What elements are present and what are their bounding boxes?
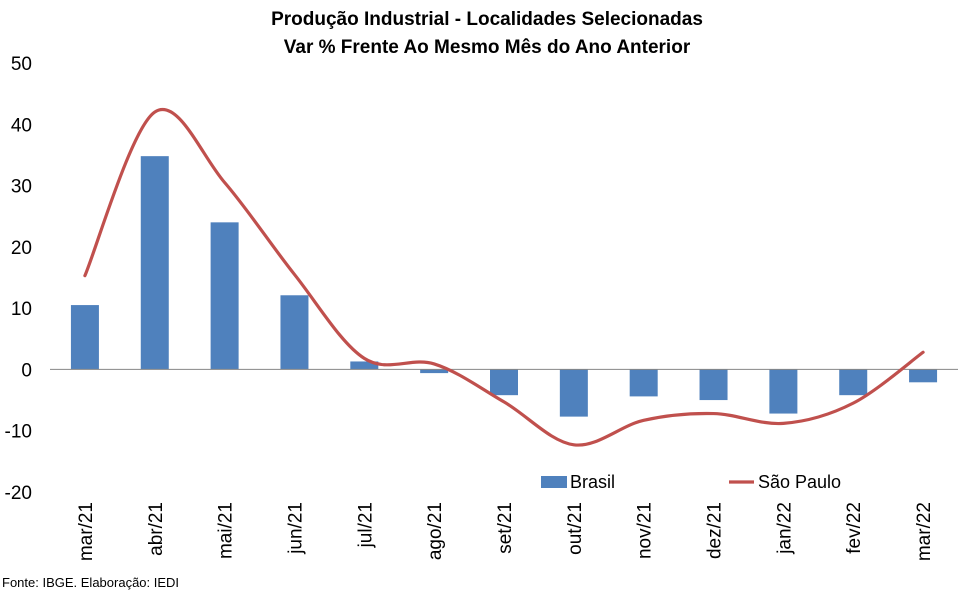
x-tick-label: dez/21 <box>705 502 726 559</box>
y-tick-label: 40 <box>11 115 32 136</box>
bar-ago-21 <box>420 369 449 374</box>
brasil-bars <box>70 156 938 417</box>
x-tick-label: jan/22 <box>774 502 795 555</box>
y-tick-label: -20 <box>5 483 32 504</box>
bar-abr-21 <box>140 156 169 370</box>
source-note: Fonte: IBGE. Elaboração: IEDI <box>2 575 180 590</box>
x-tick-label: out/21 <box>565 502 586 555</box>
x-tick-label: fev/22 <box>844 502 865 554</box>
bar-out-21 <box>559 369 588 417</box>
bar-nov-21 <box>629 369 658 397</box>
y-tick-label: 0 <box>21 360 32 381</box>
chart-subtitle: Var % Frente Ao Mesmo Mês do Ano Anterio… <box>284 37 691 58</box>
x-tick-label: abr/21 <box>146 502 167 556</box>
legend-brasil-label: Brasil <box>570 472 615 492</box>
x-tick-label: mar/21 <box>76 502 97 561</box>
bar-jan-22 <box>769 369 798 414</box>
y-tick-label: 20 <box>11 238 32 259</box>
y-tick-label: -10 <box>5 422 32 443</box>
y-tick-label: 50 <box>11 54 32 75</box>
bar-jul-21 <box>350 361 379 370</box>
x-tick-label: nov/21 <box>635 502 656 559</box>
bar-jun-21 <box>280 295 309 370</box>
bar-fev-22 <box>839 369 868 396</box>
legend-brasil-swatch <box>541 476 567 488</box>
x-axis: mar/21 abr/21 mai/21 jun/21 jul/21 ago/21 set/… <box>76 502 935 561</box>
bar-mar-22 <box>909 369 938 383</box>
sao-paulo-line <box>83 108 925 447</box>
y-tick-label: 30 <box>11 177 32 198</box>
legend-sao-paulo-label: São Paulo <box>758 472 841 492</box>
bar-mar-21 <box>70 305 99 370</box>
bar-set-21 <box>490 369 518 396</box>
y-tick-label: 10 <box>11 299 32 320</box>
x-tick-label: set/21 <box>495 502 516 554</box>
x-tick-label: ago/21 <box>425 502 446 560</box>
bar-dez-21 <box>699 369 728 401</box>
y-axis: -20 -10 0 10 20 30 40 50 <box>5 54 32 504</box>
x-tick-label: mai/21 <box>216 502 237 559</box>
legend: Brasil São Paulo <box>541 472 841 492</box>
x-tick-label: jul/21 <box>355 502 376 548</box>
bar-mai-21 <box>210 222 239 370</box>
x-tick-label: mar/22 <box>914 502 935 561</box>
x-tick-label: jun/21 <box>285 502 306 555</box>
chart-title: Produção Industrial - Localidades Seleci… <box>271 9 703 30</box>
